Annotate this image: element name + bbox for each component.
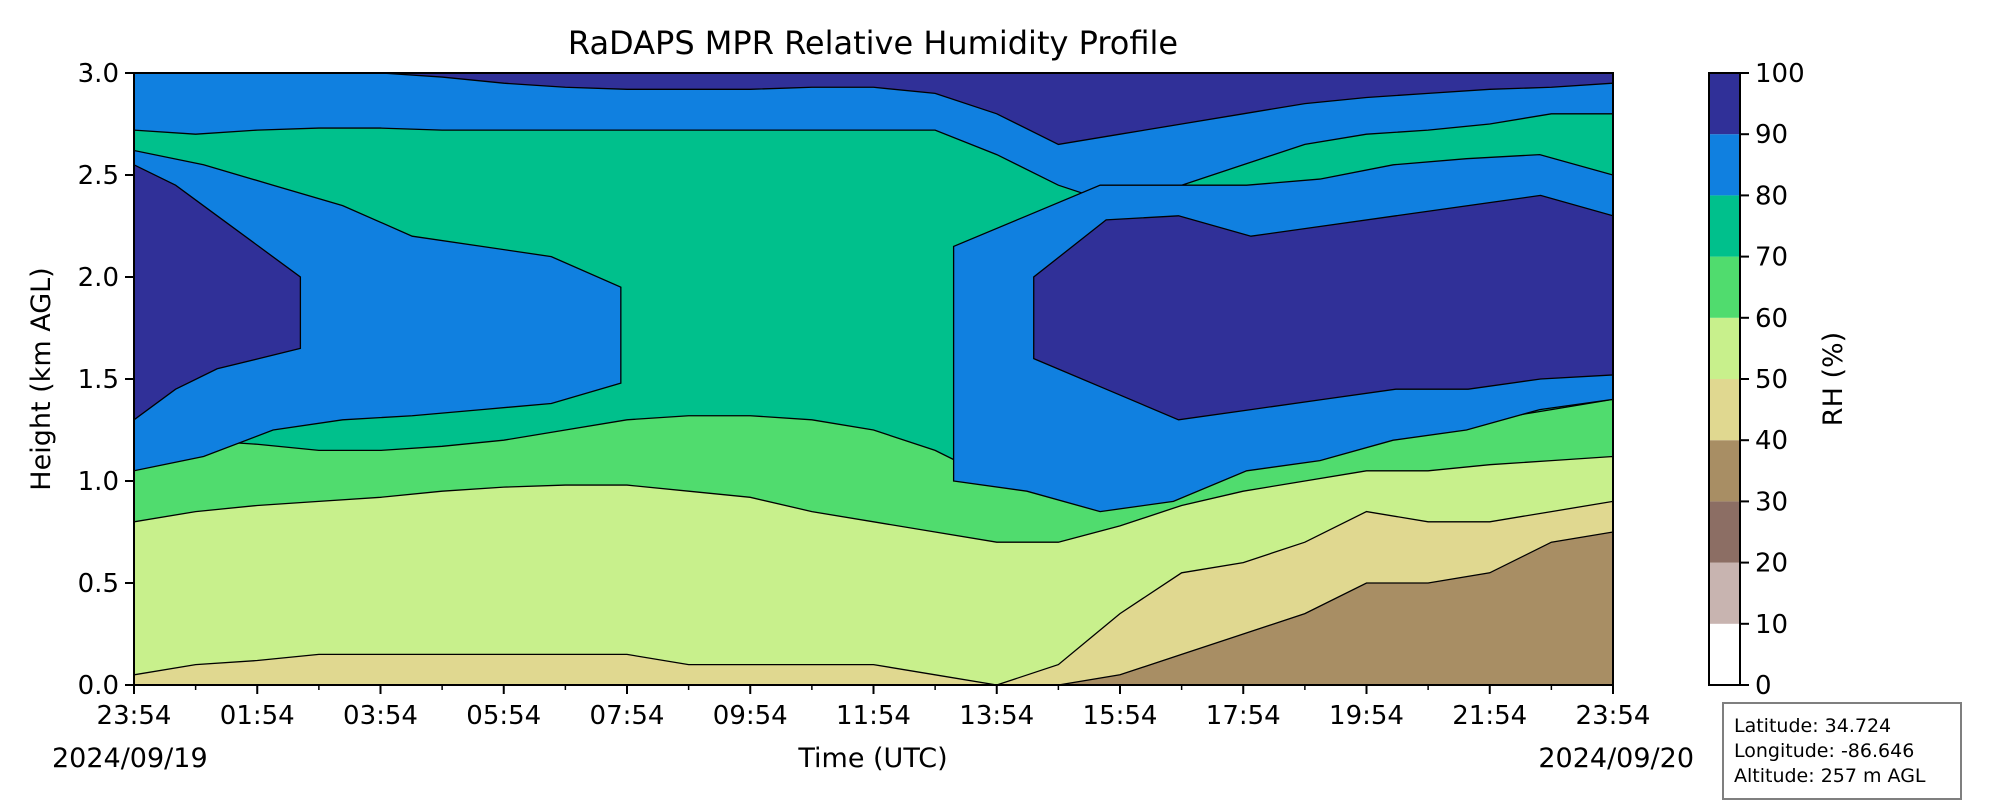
colorbar-tick-label: 10 bbox=[1755, 610, 1788, 640]
colorbar-tick-label: 0 bbox=[1755, 671, 1772, 701]
y-tick-label: 2.0 bbox=[78, 263, 119, 293]
start-date-label: 2024/09/19 bbox=[52, 743, 208, 774]
colorbar: 0 10 20 30 40 50 60 70 80 90 100 bbox=[1708, 59, 1805, 701]
moist-core-80-1 bbox=[134, 149, 622, 472]
colorbar-tick-label: 30 bbox=[1755, 487, 1788, 517]
colorbar-segment bbox=[1709, 379, 1740, 441]
colorbar-tick-label: 90 bbox=[1755, 120, 1788, 150]
colorbar-tick-label: 40 bbox=[1755, 426, 1788, 456]
x-tick-label: 15:54 bbox=[1083, 701, 1158, 731]
colorbar-tick-label: 100 bbox=[1755, 59, 1805, 89]
y-tick-label: 1.0 bbox=[78, 467, 119, 497]
x-axis: 23:54 01:54 03:54 05:54 07:54 09:54 11:54 13:54… bbox=[97, 685, 1651, 731]
y-axis: 0.0 0.5 1.0 1.5 2.0 2.5 3.0 bbox=[78, 59, 134, 701]
y-axis-label: Height (km AGL) bbox=[26, 267, 57, 490]
x-tick-label: 05:54 bbox=[466, 701, 541, 731]
colorbar-segment bbox=[1709, 134, 1740, 196]
latitude-text: Latitude: 34.724 bbox=[1734, 715, 1892, 737]
chart-title: RaDAPS MPR Relative Humidity Profile bbox=[568, 24, 1178, 62]
y-tick-label: 2.5 bbox=[78, 161, 119, 191]
x-tick-label: 17:54 bbox=[1206, 701, 1281, 731]
colorbar-tick-label: 20 bbox=[1755, 549, 1788, 579]
contour-fill-layer bbox=[134, 73, 1613, 685]
colorbar-segment bbox=[1709, 317, 1740, 379]
y-tick-label: 0.0 bbox=[78, 671, 119, 701]
x-axis-label: Time (UTC) bbox=[797, 743, 947, 774]
x-tick-label: 23:54 bbox=[1576, 701, 1651, 731]
colorbar-label: RH (%) bbox=[1818, 332, 1849, 426]
x-tick-label: 19:54 bbox=[1329, 701, 1404, 731]
altitude-text: Altitude: 257 m AGL bbox=[1734, 765, 1926, 787]
colorbar-segment bbox=[1709, 73, 1740, 135]
station-info-box: Latitude: 34.724 Longitude: -86.646 Alti… bbox=[1722, 702, 1962, 800]
x-tick-label: 13:54 bbox=[959, 701, 1034, 731]
x-tick-label: 09:54 bbox=[713, 701, 788, 731]
x-tick-label: 11:54 bbox=[836, 701, 911, 731]
moist-core-90-2 bbox=[1033, 194, 1613, 421]
colorbar-tick-label: 50 bbox=[1755, 365, 1788, 395]
x-tick-label: 07:54 bbox=[590, 701, 665, 731]
longitude-text: Longitude: -86.646 bbox=[1734, 740, 1915, 762]
colorbar-segment bbox=[1709, 501, 1740, 563]
y-tick-label: 1.5 bbox=[78, 365, 119, 395]
colorbar-tick-label: 70 bbox=[1755, 243, 1788, 273]
band-rh-30-40 bbox=[134, 531, 1613, 685]
colorbar-segment bbox=[1709, 256, 1740, 318]
end-date-label: 2024/09/20 bbox=[1538, 743, 1694, 774]
x-tick-label: 21:54 bbox=[1452, 701, 1527, 731]
y-tick-label: 3.0 bbox=[78, 59, 119, 89]
x-tick-label: 01:54 bbox=[220, 701, 295, 731]
colorbar-segment bbox=[1709, 195, 1740, 257]
colorbar-segment bbox=[1709, 562, 1740, 624]
colorbar-tick-label: 80 bbox=[1755, 181, 1788, 211]
moist-core-90-1 bbox=[134, 164, 302, 421]
colorbar-segment bbox=[1709, 440, 1740, 502]
x-tick-label: 23:54 bbox=[97, 701, 172, 731]
y-tick-label: 0.5 bbox=[78, 569, 119, 599]
colorbar-tick-label: 60 bbox=[1755, 304, 1788, 334]
colorbar-segment bbox=[1709, 623, 1740, 685]
x-tick-label: 03:54 bbox=[343, 701, 418, 731]
